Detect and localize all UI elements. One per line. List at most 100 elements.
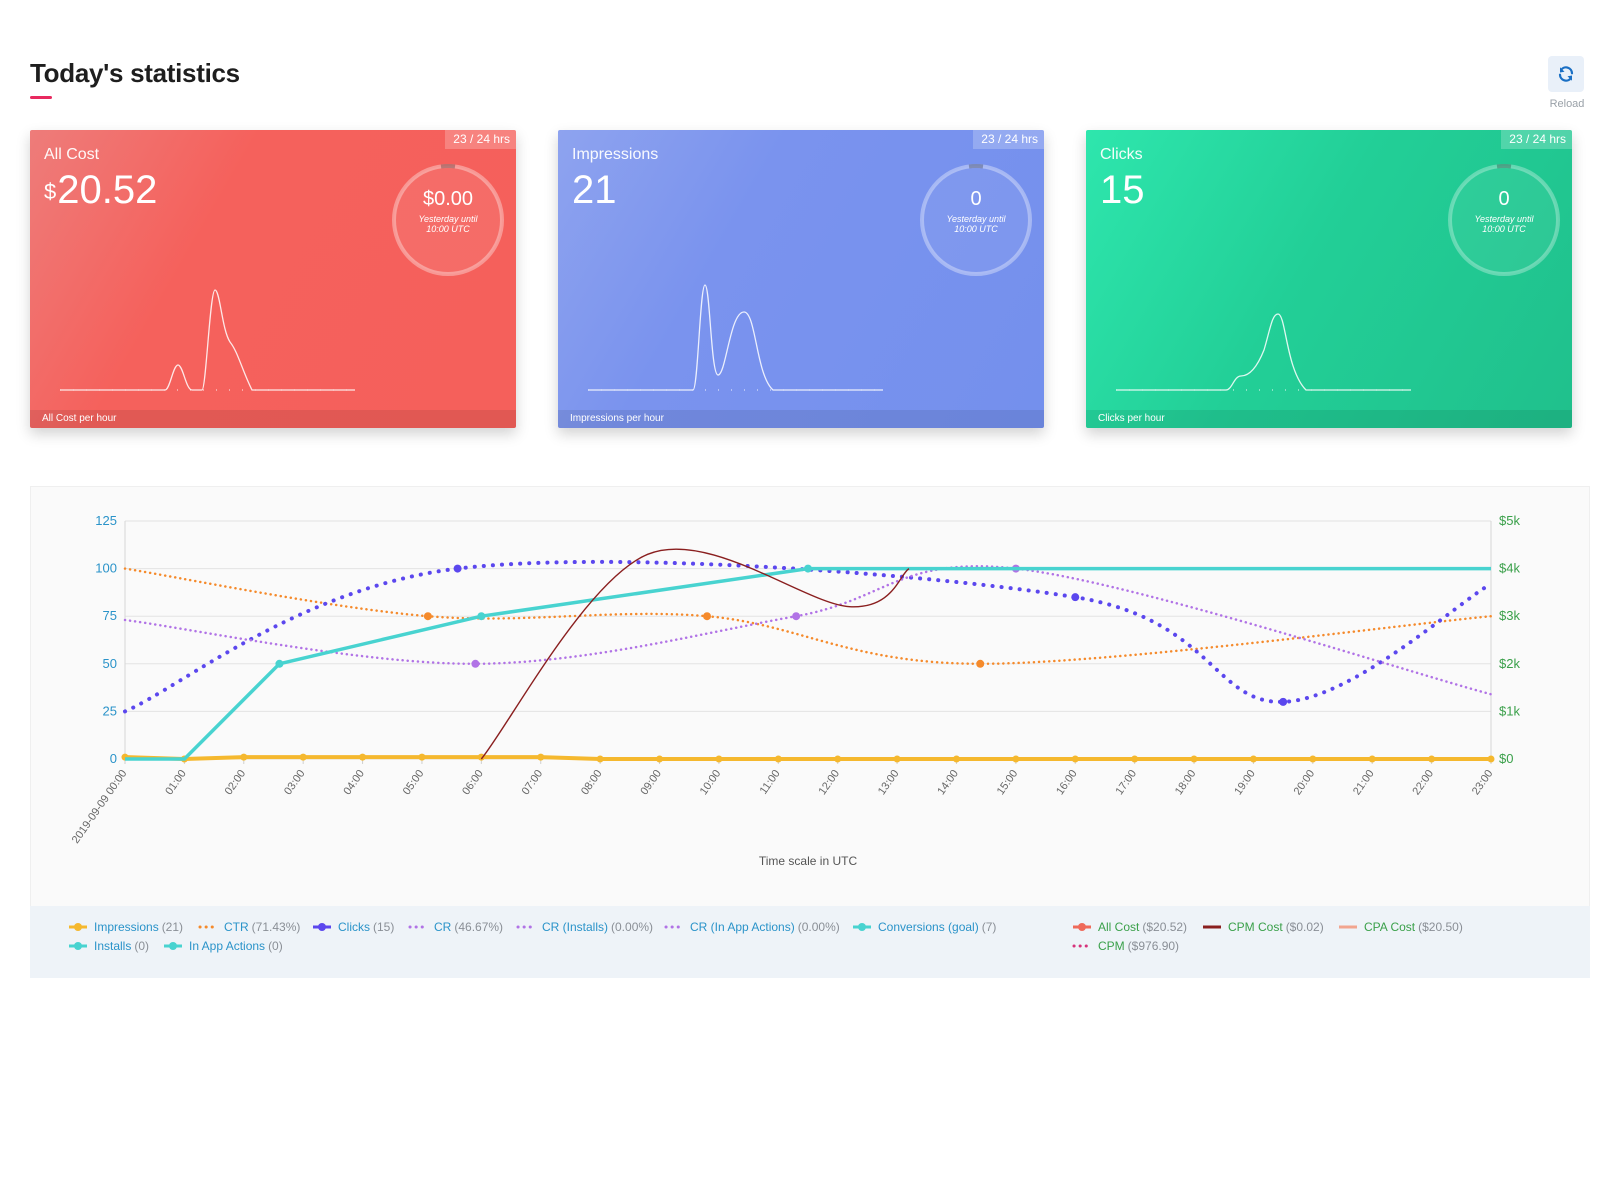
- series-point: [275, 659, 284, 668]
- legend-item-ctr[interactable]: CTR (71.43%): [198, 920, 300, 934]
- x-tick-label: 10:00: [698, 768, 724, 797]
- legend-item-cr[interactable]: CR (46.67%): [408, 920, 503, 934]
- series-point: [804, 564, 812, 573]
- impressions-point: [893, 755, 901, 763]
- impressions-point: [952, 755, 960, 763]
- hours-badge: 23 / 24 hrs: [973, 130, 1044, 149]
- legend-swatch: [1339, 925, 1357, 929]
- legend-label: In App Actions: [189, 939, 266, 953]
- y-right-tick-label: $5k: [1499, 513, 1520, 528]
- legend-item-clicks[interactable]: Clicks (15): [312, 920, 394, 934]
- x-tick-label: 09:00: [638, 768, 664, 797]
- x-tick-label: 21:00: [1351, 768, 1377, 797]
- card-footer: Clicks per hour: [1086, 410, 1572, 428]
- series-point: [471, 659, 480, 668]
- legend-item-cpm[interactable]: CPM ($976.90): [1072, 939, 1179, 953]
- legend-item-cpm-cost[interactable]: CPM Cost ($0.02): [1202, 920, 1324, 934]
- series-point: [1071, 593, 1080, 602]
- legend-swatch: [516, 925, 536, 929]
- impressions-point: [359, 753, 367, 761]
- legend-label: CR: [434, 920, 452, 934]
- clicks-sparkline: [1116, 313, 1411, 391]
- conversions-goal-series: [125, 566, 1491, 761]
- card-value: 21: [572, 168, 617, 212]
- legend-label: CPM Cost: [1228, 920, 1283, 934]
- legend-swatch: [164, 942, 182, 950]
- impressions-point: [1071, 755, 1079, 763]
- legend-label: Installs: [94, 939, 132, 953]
- series-point: [453, 564, 462, 573]
- currency-symbol: $: [44, 179, 57, 204]
- legend-label: CTR: [224, 920, 249, 934]
- y-right-tick-label: $4k: [1499, 561, 1520, 576]
- x-tick-label: 22:00: [1410, 768, 1436, 797]
- legend-count: (46.67%): [454, 920, 504, 934]
- legend-count: (7): [981, 920, 997, 934]
- hours-badge: 23 / 24 hrs: [1501, 130, 1572, 149]
- impressions-point: [1190, 755, 1198, 763]
- legend-swatch: [664, 925, 684, 929]
- legend-count: ($20.52): [1142, 920, 1188, 934]
- refresh-icon[interactable]: [1548, 56, 1584, 92]
- legend-swatch: [69, 923, 87, 931]
- card-footer: All Cost per hour: [30, 410, 516, 428]
- impressions-series: [124, 755, 1491, 762]
- clicks-series: [123, 559, 1493, 714]
- yesterday-label: Yesterday until 10:00 UTC: [418, 214, 478, 234]
- x-tick-label: 08:00: [579, 768, 605, 797]
- reload-button[interactable]: Reload: [1548, 56, 1586, 110]
- ctr-series: [123, 567, 1493, 666]
- series-point: [792, 612, 801, 621]
- impressions-point: [299, 753, 307, 761]
- impressions-point: [1131, 755, 1139, 763]
- chart-legend: Impressions (21) CTR (71.43%) Clicks (15) CR (4…: [30, 906, 1590, 978]
- legend-item-in-app-actions[interactable]: In App Actions (0): [163, 939, 283, 953]
- legend-label: CR (Installs): [542, 920, 609, 934]
- legend-item-impressions[interactable]: Impressions (21): [68, 920, 183, 934]
- legend-label: CPM: [1098, 939, 1125, 953]
- legend-item-cr-in-app-actions[interactable]: CR (In App Actions) (0.00%): [664, 920, 840, 934]
- legend-swatch: [1072, 944, 1092, 948]
- legend-item-all-cost[interactable]: All Cost ($20.52): [1072, 920, 1187, 934]
- x-tick-label: 16:00: [1054, 768, 1080, 797]
- cpm-cost-series: [480, 548, 910, 760]
- cr-series: [123, 565, 1493, 696]
- impressions-point: [774, 755, 782, 763]
- legend-count: ($0.02): [1285, 920, 1324, 934]
- y-right-tick-label: $2k: [1499, 656, 1520, 671]
- legend-count: (15): [373, 920, 395, 934]
- legend-item-cpa-cost[interactable]: CPA Cost ($20.50): [1338, 920, 1463, 934]
- x-tick-label: 18:00: [1173, 768, 1199, 797]
- series-point: [477, 612, 486, 621]
- legend-count: (0.00%): [611, 920, 654, 934]
- legend-label: All Cost: [1098, 920, 1140, 934]
- y-left-tick-label: 100: [95, 561, 117, 576]
- x-tick-label: 02:00: [223, 768, 249, 797]
- yesterday-gauge: 0 Yesterday until 10:00 UTC: [918, 162, 1034, 278]
- x-tick-label: 14:00: [935, 768, 961, 797]
- card-label: Impressions: [572, 146, 659, 163]
- impressions-point: [1487, 755, 1495, 763]
- yesterday-label: Yesterday until 10:00 UTC: [1474, 214, 1534, 234]
- x-axis-title: Time scale in UTC: [759, 854, 858, 868]
- legend-label: Clicks: [338, 920, 370, 934]
- legend-label: Conversions (goal): [878, 920, 979, 934]
- legend-label: CR (In App Actions): [690, 920, 795, 934]
- y-left-tick-label: 50: [103, 656, 117, 671]
- impressions-sparkline: [588, 284, 883, 391]
- impressions-point: [477, 753, 485, 761]
- impressions-point: [1012, 755, 1020, 763]
- legend-swatch: [69, 942, 87, 950]
- card-value: 15: [1100, 168, 1145, 212]
- legend-item-cr-installs[interactable]: CR (Installs) (0.00%): [516, 920, 653, 934]
- yesterday-gauge: $0.00 Yesterday until 10:00 UTC: [390, 162, 506, 278]
- card-label: Clicks: [1100, 146, 1143, 163]
- stats-chart-panel: 0 $0 25 $1k 50 $2k 75 $3k 100 $4k 125 $5k 2019-09-09…: [30, 486, 1590, 908]
- x-tick-label: 06:00: [460, 768, 486, 797]
- legend-item-installs[interactable]: Installs (0): [68, 939, 149, 953]
- legend-count: (0.00%): [797, 920, 840, 934]
- legend-item-conversions-goal[interactable]: Conversions (goal) (7): [852, 920, 996, 934]
- x-tick-label: 07:00: [520, 768, 546, 797]
- y-right-tick-label: $0: [1499, 751, 1513, 766]
- impressions-point: [1309, 755, 1317, 763]
